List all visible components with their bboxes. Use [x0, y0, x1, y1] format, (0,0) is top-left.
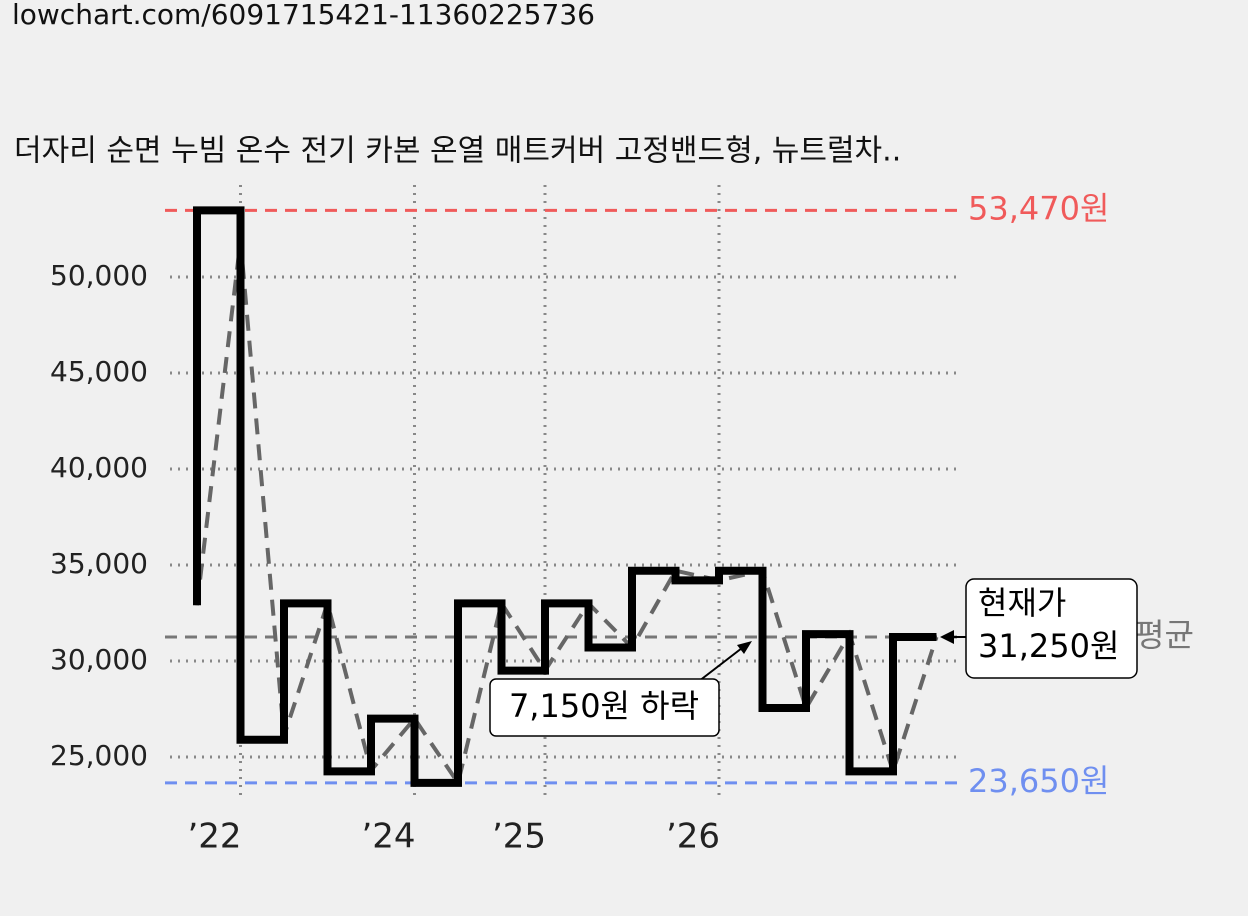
min-line-label: 23,650원: [968, 762, 1109, 800]
price-line: [193, 206, 937, 787]
trend-line: [195, 240, 939, 788]
current-title: 현재가: [978, 584, 1066, 622]
change-label: 7,150원 하락: [509, 687, 699, 725]
current-label: 31,250원: [978, 627, 1119, 665]
y-tick-label: 50,000: [50, 259, 148, 292]
x-tick-label: ’22: [187, 817, 241, 857]
y-tick-label: 40,000: [50, 451, 148, 484]
y-tick-label: 30,000: [50, 643, 148, 676]
change-arrowhead: [737, 641, 752, 654]
chart-title: 더자리 순면 누빔 온수 전기 카본 온열 매트커버 고정밴드형, 뉴트럴차..: [14, 134, 901, 169]
y-tick-label: 25,000: [50, 739, 148, 772]
max-line-label: 53,470원: [968, 189, 1109, 227]
change-box: [489, 678, 720, 737]
x-tick-label: ’24: [361, 817, 415, 857]
x-tick-label: ’25: [492, 817, 546, 857]
x-tick-label: ’26: [666, 817, 720, 857]
current-arrowhead: [940, 629, 954, 644]
average-line-label: 평균: [1135, 616, 1194, 654]
current-box: [965, 578, 1138, 679]
y-tick-label: 45,000: [50, 355, 148, 388]
y-tick-label: 35,000: [50, 547, 148, 580]
url: lowchart.com/6091715421-11360225736: [12, 0, 595, 31]
